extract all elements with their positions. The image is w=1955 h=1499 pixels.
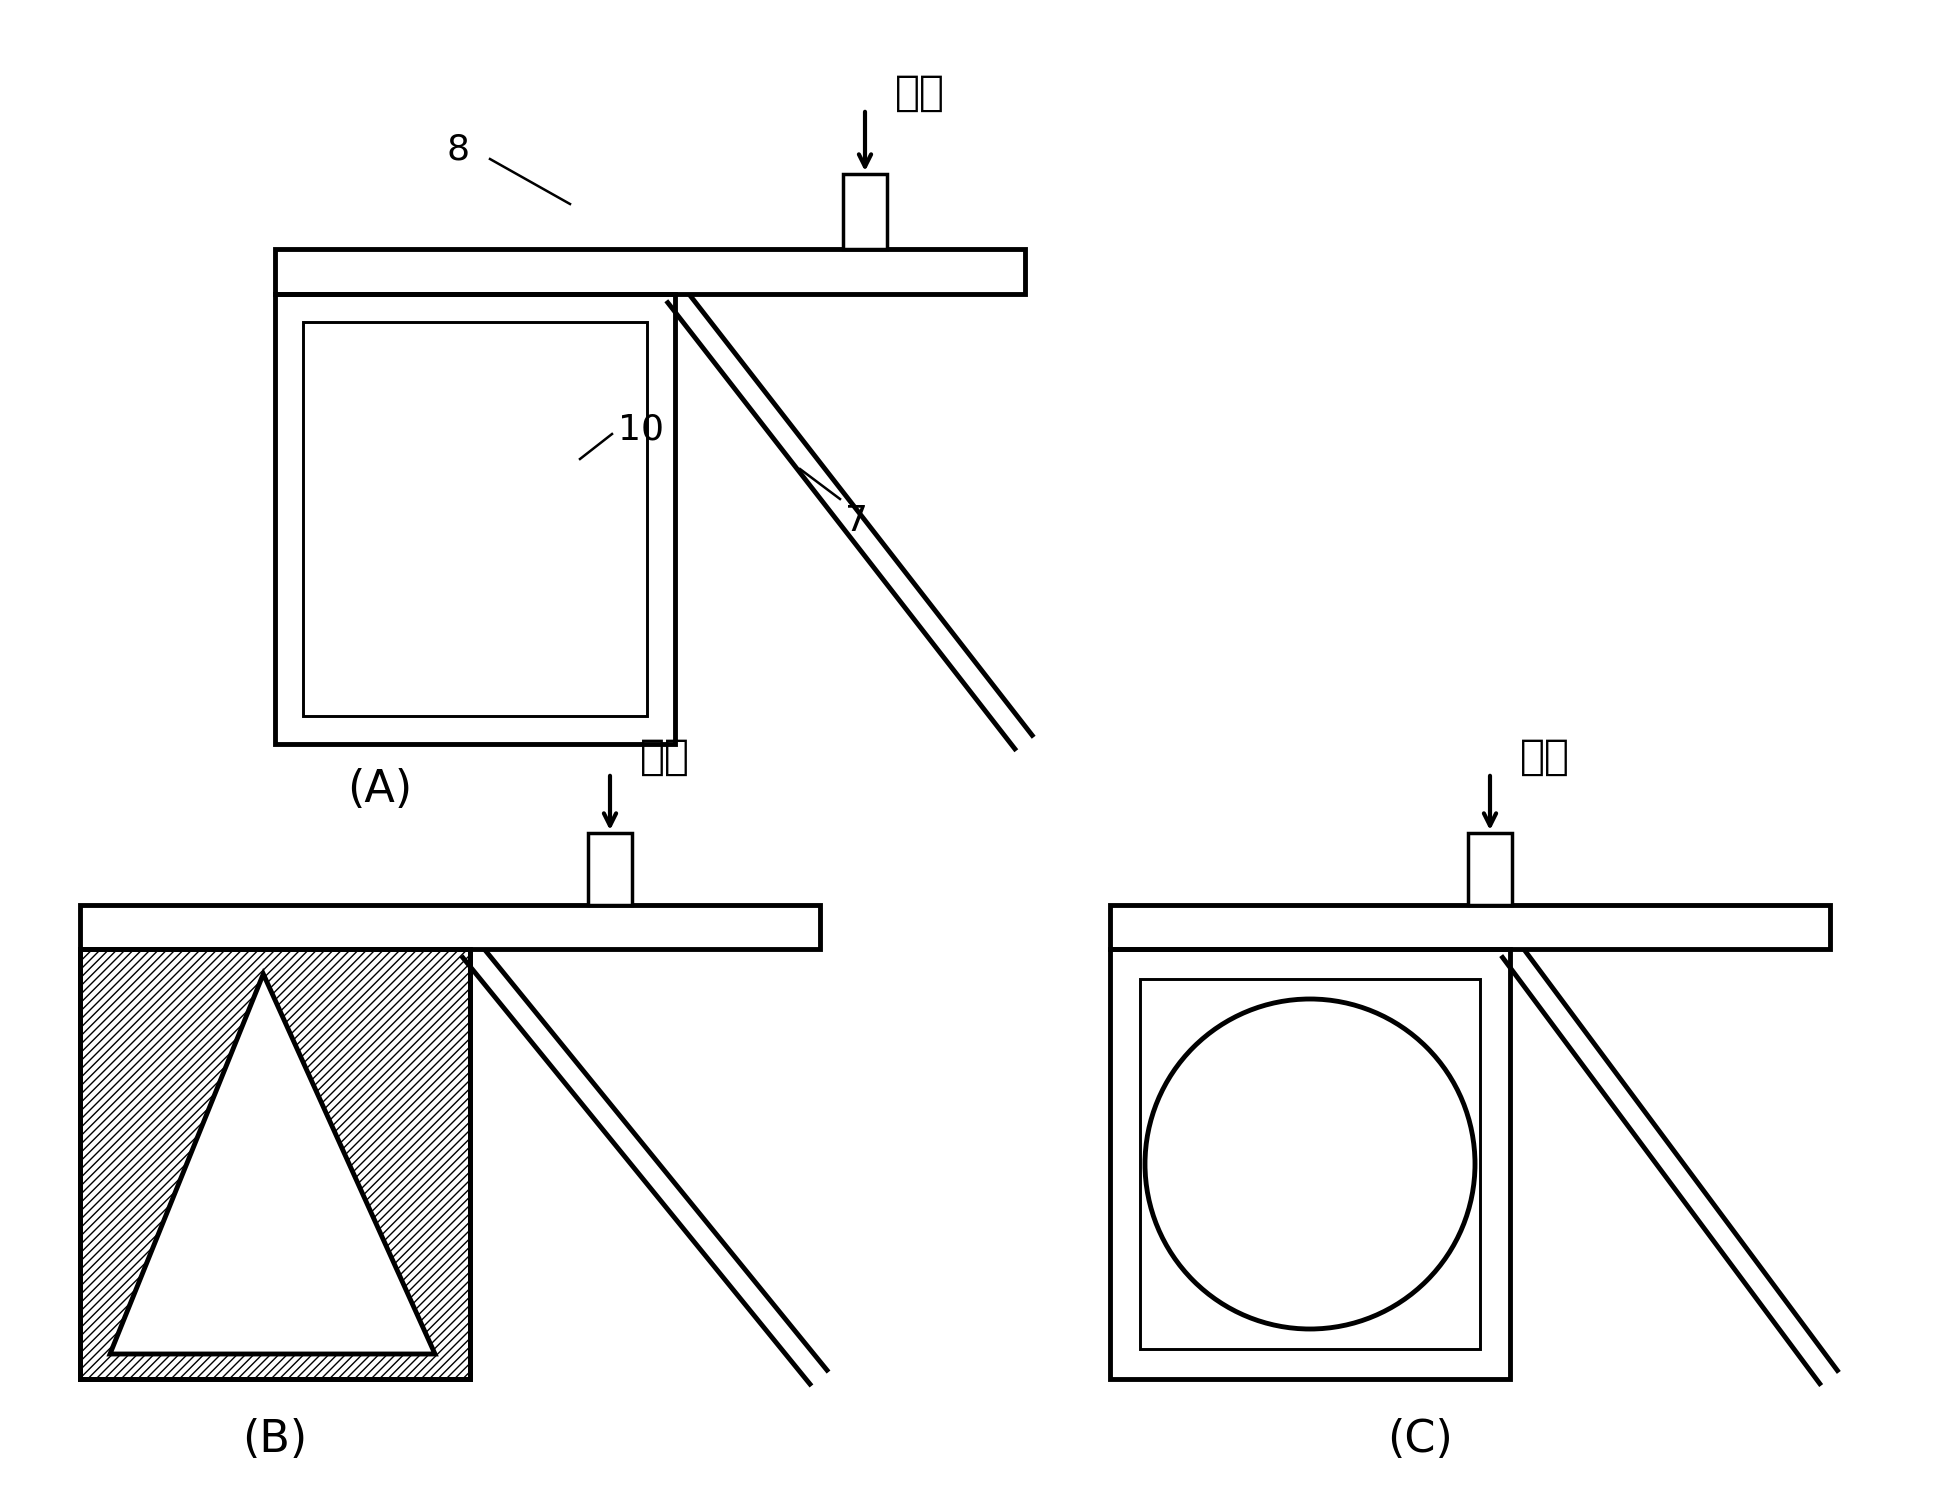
Text: 10: 10: [618, 412, 665, 447]
Bar: [303, 322, 647, 717]
Bar: [843, 174, 888, 249]
Bar: [80, 949, 469, 1379]
Text: 7: 7: [845, 504, 868, 538]
Circle shape: [1146, 998, 1474, 1330]
Bar: [1140, 979, 1480, 1349]
Bar: [303, 322, 647, 717]
Bar: [588, 833, 631, 905]
Bar: [1110, 905, 1830, 949]
Bar: [276, 294, 674, 744]
Text: (C): (C): [1388, 1418, 1453, 1460]
Text: (B): (B): [242, 1418, 307, 1460]
Bar: [80, 949, 469, 1379]
Text: 8: 8: [448, 132, 469, 166]
Bar: [1140, 979, 1480, 1349]
Bar: [276, 249, 1024, 294]
Bar: [1468, 833, 1511, 905]
Bar: [1110, 949, 1509, 1379]
Text: 压力: 压力: [639, 736, 690, 778]
Bar: [80, 905, 819, 949]
Text: 压力: 压力: [1519, 736, 1570, 778]
Text: 压力: 压力: [895, 72, 944, 114]
Text: (A): (A): [348, 767, 413, 811]
Bar: [276, 294, 674, 744]
Polygon shape: [109, 974, 436, 1354]
Bar: [1110, 949, 1509, 1379]
